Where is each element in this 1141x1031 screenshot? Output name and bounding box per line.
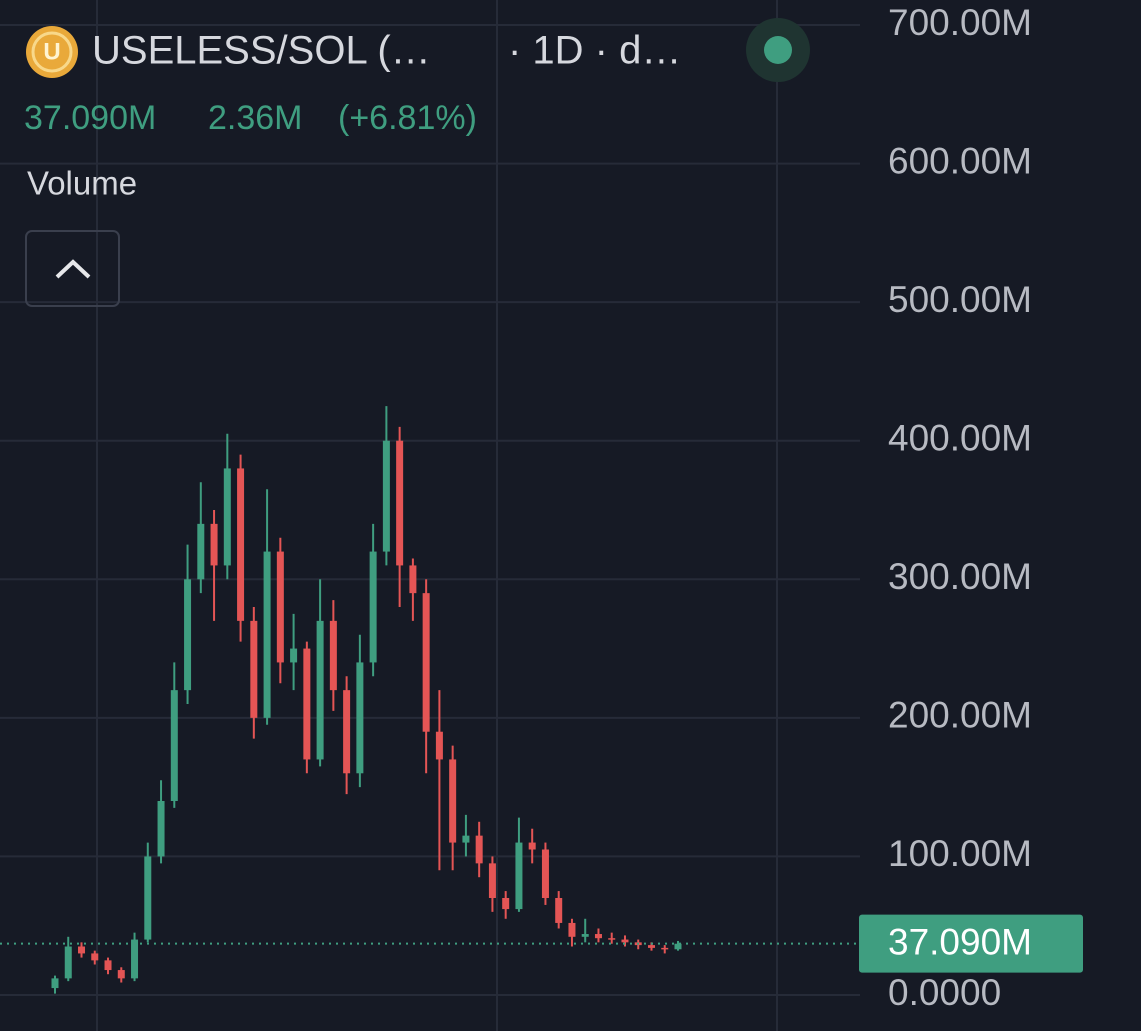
candle-body xyxy=(502,898,510,910)
candle-body xyxy=(290,648,298,663)
candle-body xyxy=(170,690,178,801)
candle-body xyxy=(78,946,86,954)
interval: · 1D · d… xyxy=(508,29,681,73)
candle-body xyxy=(263,551,271,718)
grid xyxy=(0,0,860,1031)
candle-body xyxy=(343,690,351,774)
candle-body xyxy=(515,842,523,910)
candle-body xyxy=(104,960,112,971)
chevron-up xyxy=(55,259,91,279)
candle-body xyxy=(316,620,324,760)
candle-body xyxy=(422,593,430,732)
candle-body xyxy=(568,922,576,937)
candle-body xyxy=(144,856,152,940)
candle-body xyxy=(435,731,443,760)
candle-body xyxy=(621,939,629,943)
candle-body xyxy=(449,759,457,843)
status-dot[interactable] xyxy=(764,36,792,64)
candle-body xyxy=(462,835,470,843)
token-icon-letter: U xyxy=(43,38,60,65)
candle-body xyxy=(382,440,390,552)
candles xyxy=(0,406,860,994)
change-percent: (+6.81%) xyxy=(338,99,477,137)
candle-body xyxy=(409,565,417,594)
y-tick-label: 600.00M xyxy=(888,140,1032,181)
candle-body xyxy=(223,468,231,566)
candle-body xyxy=(475,835,483,864)
candle-body xyxy=(91,953,99,961)
candle-body xyxy=(64,946,72,979)
candle-body xyxy=(210,523,218,566)
candle-body xyxy=(528,842,536,850)
candle-body xyxy=(396,440,404,566)
candle-body xyxy=(250,620,258,718)
symbol: USELESS/SOL (… xyxy=(92,29,431,73)
candle-body xyxy=(303,648,311,760)
candle-body xyxy=(369,551,377,663)
candle-body xyxy=(608,938,616,940)
candle-body xyxy=(197,523,205,580)
change: 2.36M xyxy=(208,99,303,137)
candle-body xyxy=(131,939,139,979)
last-price-box xyxy=(859,914,1083,973)
candle-body xyxy=(488,863,496,898)
candle-body xyxy=(329,620,337,691)
y-tick-label: 300.00M xyxy=(888,556,1032,597)
candle-body xyxy=(647,945,655,948)
candle-body xyxy=(117,970,125,979)
last-price-label: 37.090M xyxy=(888,921,1032,962)
price: 37.090M xyxy=(24,99,156,137)
y-tick-label: 400.00M xyxy=(888,417,1032,458)
candle-body xyxy=(276,551,284,663)
candle-body xyxy=(184,579,192,691)
indicator-label: Volume xyxy=(27,165,137,202)
y-tick-label: 200.00M xyxy=(888,695,1032,736)
candle-body xyxy=(356,662,364,774)
candle-body xyxy=(157,801,165,857)
candle-body xyxy=(555,898,563,923)
collapse-button[interactable] xyxy=(25,230,120,307)
candle-body xyxy=(581,934,589,937)
labels: 0.0000 100.00M 200.00M 300.00M 400.00M 500.00… xyxy=(859,2,1083,1013)
y-tick-label: 500.00M xyxy=(888,279,1032,320)
candle-body xyxy=(237,468,245,621)
y-tick-label: 100.00M xyxy=(888,833,1032,874)
candle-body xyxy=(674,943,682,950)
candle-body xyxy=(594,934,602,939)
candle-body xyxy=(541,849,549,898)
y-tick-label: 0.0000 xyxy=(888,972,1001,1013)
candle-body xyxy=(661,947,669,950)
y-tick-label: 700.00M xyxy=(888,2,1032,43)
candle-body xyxy=(51,978,59,989)
token-icon-ring xyxy=(31,31,73,73)
